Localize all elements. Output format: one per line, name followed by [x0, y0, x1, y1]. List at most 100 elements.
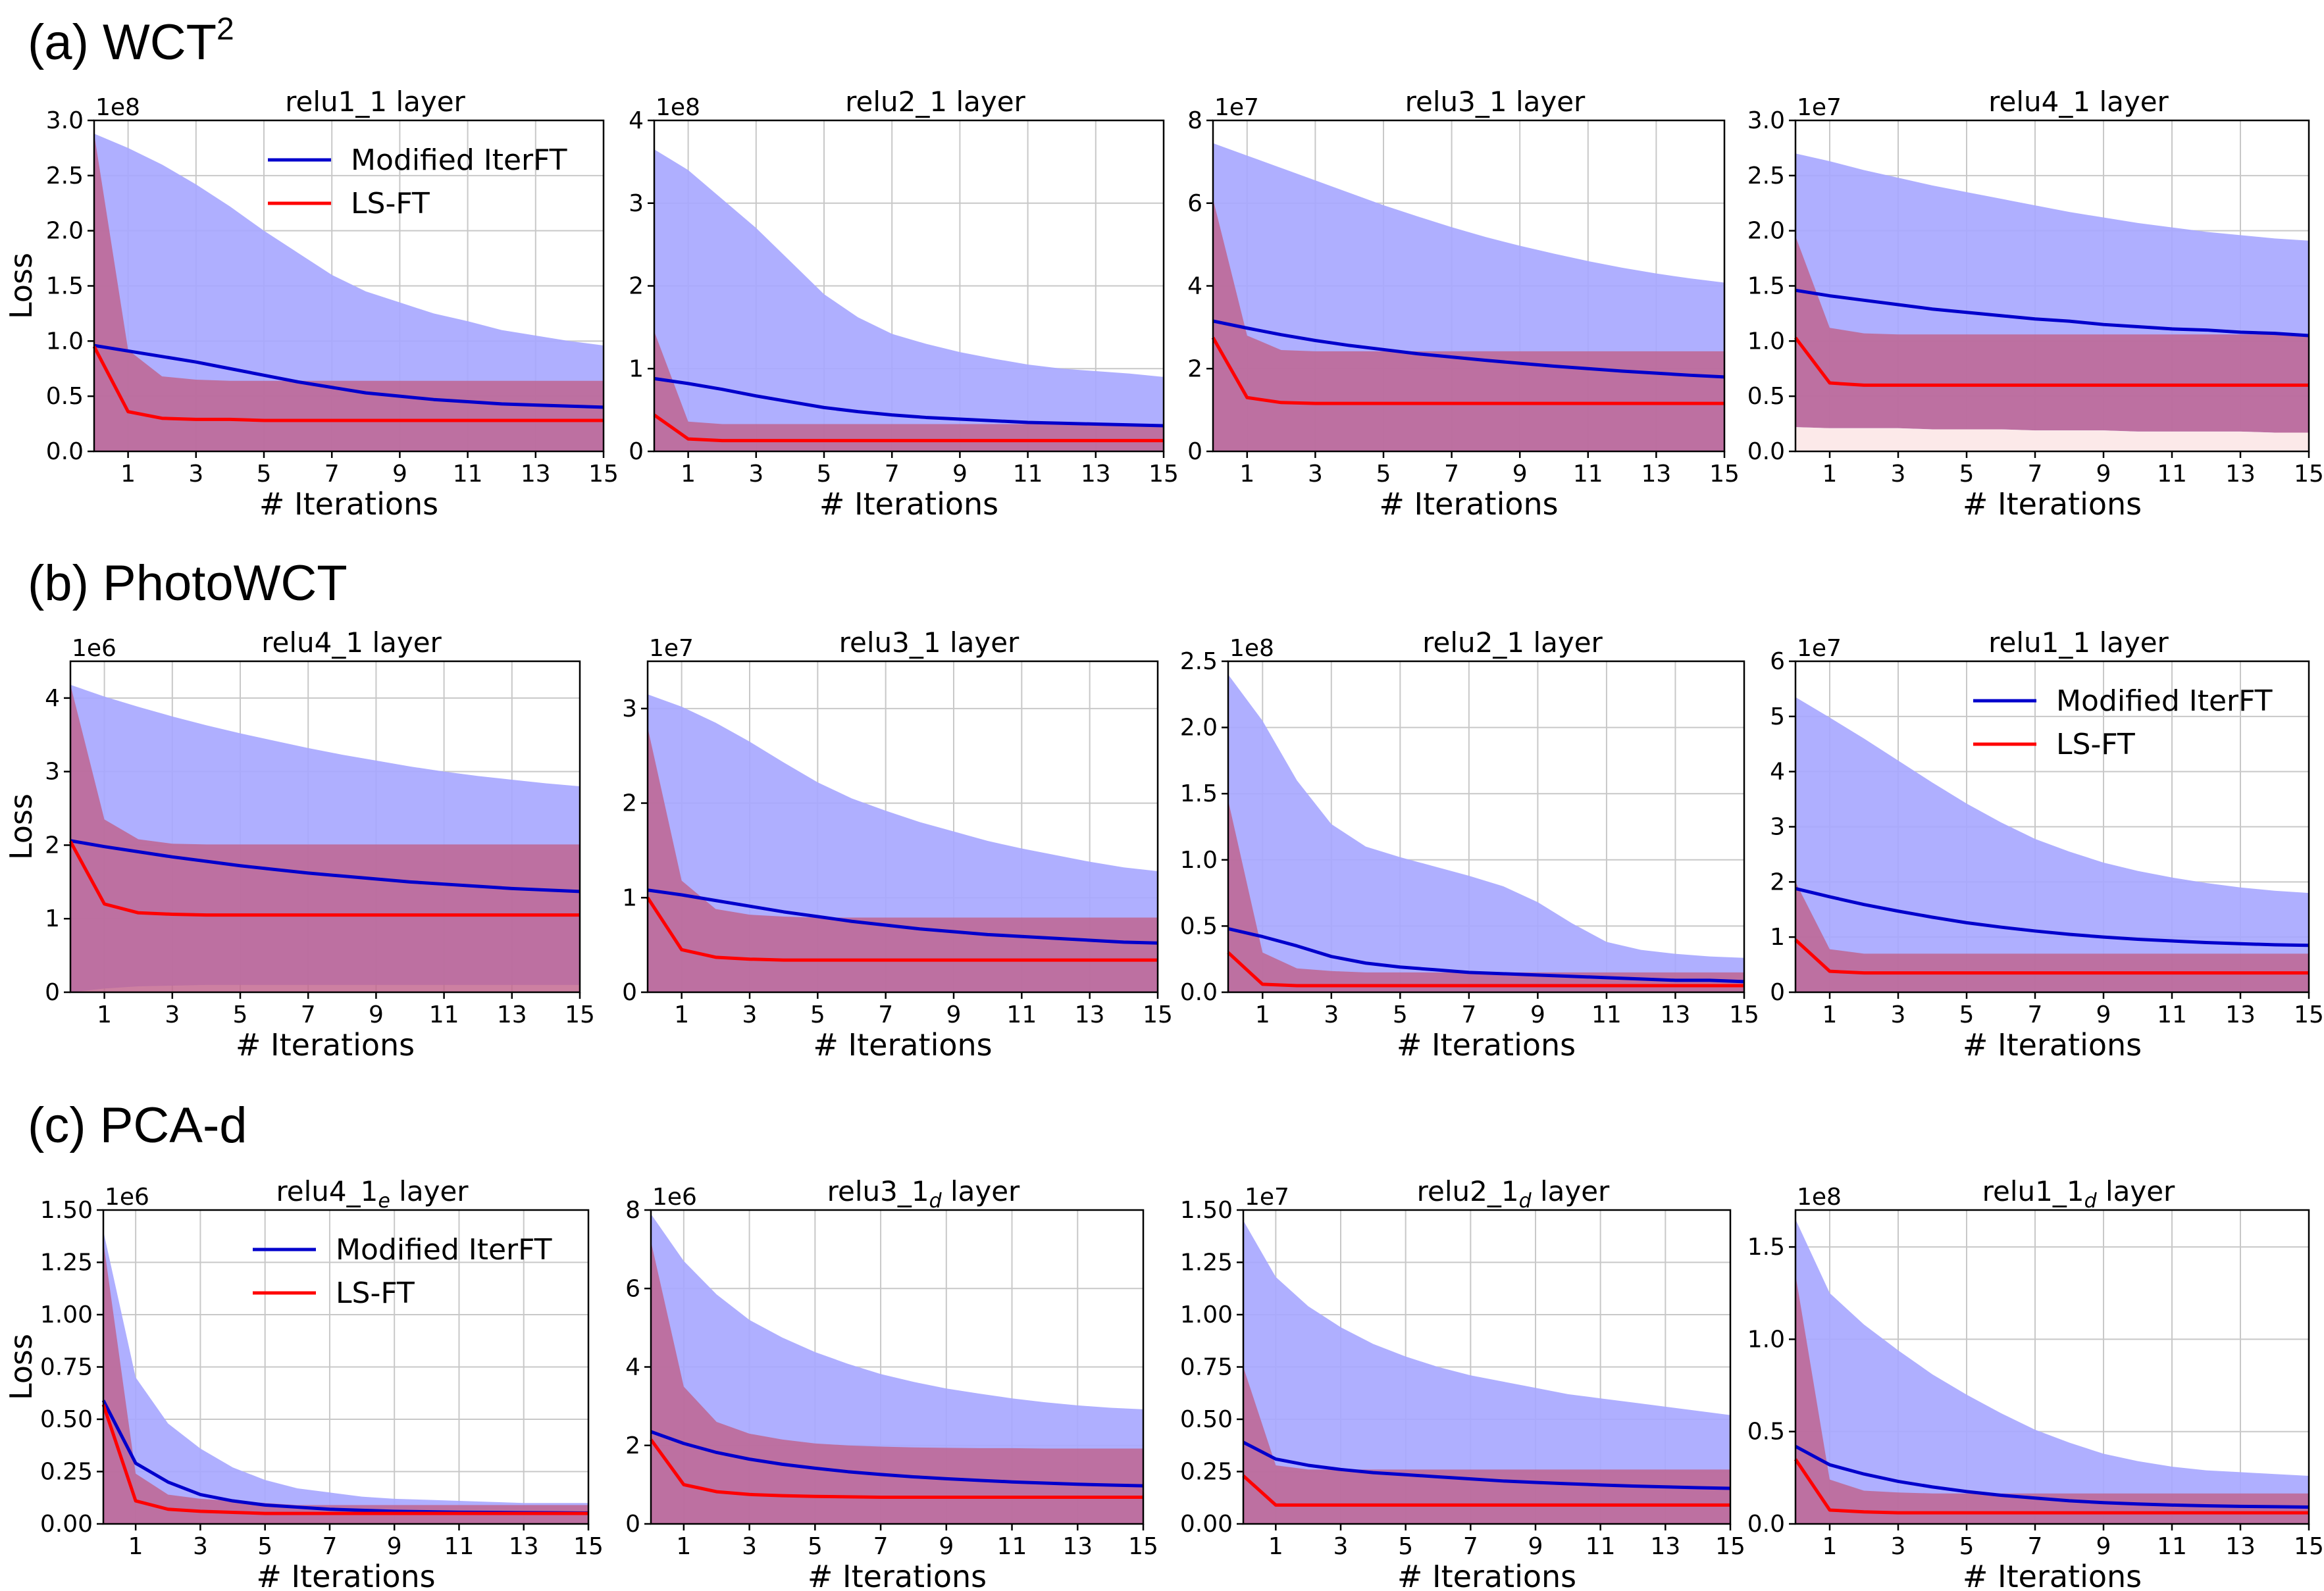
y-tick-label: 6	[1770, 648, 1785, 675]
y-tick-label: 0.25	[1180, 1459, 1233, 1486]
y-tick-label: 1.00	[1180, 1301, 1233, 1328]
line-ls-ft	[653, 413, 1164, 443]
axis-exponent: 1e6	[72, 635, 116, 662]
x-tick-label: 13	[1081, 461, 1111, 488]
y-tick-label: 1.25	[1180, 1250, 1233, 1276]
line-modified-iterft	[93, 343, 604, 409]
y-tick-label: 0	[45, 979, 60, 1006]
x-tick-label: 1	[97, 1001, 112, 1028]
y-tick-label: 2.5	[1180, 648, 1218, 675]
x-tick-label: 7	[1444, 461, 1459, 488]
panel-title: relu4_1 layer	[1988, 86, 2169, 118]
x-tick-label: 15	[1729, 1001, 1759, 1028]
panel-title: relu3_1 layer	[839, 626, 1020, 659]
x-tick-label: 5	[1376, 461, 1391, 488]
x-tick-label: 7	[1463, 1533, 1478, 1560]
panel-title: relu1_1 layer	[285, 86, 465, 118]
x-tick-label: 7	[322, 1533, 337, 1560]
y-tick-label: 4	[1187, 273, 1202, 300]
x-tick-label: 5	[1959, 1533, 1975, 1560]
y-tick-label: 4	[1770, 759, 1785, 786]
x-tick-label: 9	[387, 1533, 402, 1560]
x-tick-label: 9	[939, 1533, 954, 1560]
x-tick-label: 3	[193, 1533, 208, 1560]
band-ls-ft	[1213, 199, 1724, 451]
x-tick-label: 11	[1591, 1001, 1622, 1028]
y-tick-label: 1.5	[1747, 273, 1785, 300]
y-tick-label: 0.5	[1747, 1419, 1785, 1446]
y-tick-label: 0	[1770, 979, 1785, 1006]
y-tick-label: 0	[629, 438, 644, 465]
line-ls-ft	[1794, 938, 2309, 975]
y-tick-label: 0.00	[40, 1511, 93, 1538]
axis-exponent: 1e6	[105, 1184, 149, 1211]
y-tick-label: 3	[622, 695, 637, 722]
x-tick-label: 15	[2294, 1001, 2324, 1028]
x-tick-label: 9	[369, 1001, 384, 1028]
legend-label: LS-FT	[351, 187, 430, 220]
x-tick-label: 1	[120, 461, 136, 488]
y-tick-label: 0.00	[1180, 1511, 1233, 1538]
x-tick-label: 15	[2294, 1533, 2324, 1560]
y-tick-label: 3	[1770, 814, 1785, 841]
x-tick-label: 3	[1891, 461, 1906, 488]
line-modified-iterft	[650, 1430, 1144, 1488]
axis-exponent: 1e7	[1797, 94, 1842, 121]
band-ls-ft	[1795, 236, 2309, 433]
x-tick-label: 15	[2294, 461, 2324, 488]
panel-title: relu1_1 layer	[1988, 626, 2169, 659]
x-tick-label: 1	[1239, 461, 1254, 488]
x-tick-label: 13	[2225, 1533, 2256, 1560]
x-axis-label: # Iterations	[236, 1027, 415, 1063]
x-tick-label: 11	[453, 461, 483, 488]
line-modified-iterft	[1795, 288, 2310, 338]
y-tick-label: 0	[625, 1511, 640, 1538]
x-tick-label: 11	[1013, 461, 1043, 488]
y-tick-label: 2	[1770, 869, 1785, 896]
y-tick-label: 0.5	[46, 383, 84, 410]
x-tick-label: 3	[1891, 1001, 1906, 1028]
x-tick-label: 7	[2028, 1533, 2043, 1560]
x-tick-label: 9	[1512, 461, 1528, 488]
section-title-c: (c) PCA-d	[28, 1098, 247, 1153]
x-tick-label: 9	[2096, 1001, 2111, 1028]
y-tick-label: 4	[625, 1354, 640, 1381]
x-tick-label: 3	[1308, 461, 1323, 488]
y-tick-label: 1	[45, 905, 60, 932]
x-tick-label: 5	[810, 1001, 825, 1028]
axis-exponent: 1e8	[656, 94, 700, 121]
x-tick-label: 3	[188, 461, 203, 488]
y-tick-label: 0.0	[1747, 1511, 1785, 1538]
y-tick-label: 0.0	[46, 438, 84, 465]
y-tick-label: 1.0	[1747, 328, 1785, 355]
axes-frame	[69, 660, 581, 994]
legend-label: Modified IterFT	[336, 1233, 552, 1267]
x-axis-label: # Iterations	[1963, 486, 2142, 522]
y-tick-label: 3.0	[1747, 107, 1785, 134]
y-tick-label: 4	[629, 107, 644, 134]
line-ls-ft	[1227, 951, 1744, 988]
panel-title: relu2_1 layer	[845, 86, 1025, 118]
x-tick-label: 13	[2225, 461, 2256, 488]
x-tick-label: 15	[1143, 1001, 1173, 1028]
x-tick-label: 15	[1715, 1533, 1745, 1560]
y-tick-label: 8	[625, 1197, 640, 1224]
y-tick-label: 6	[1187, 190, 1202, 217]
line-ls-ft	[646, 896, 1158, 962]
x-tick-label: 15	[1149, 461, 1179, 488]
y-tick-label: 1.5	[46, 273, 84, 300]
y-tick-label: 0	[622, 979, 637, 1006]
band-ls-ft	[1795, 882, 2309, 992]
x-tick-label: 3	[1891, 1533, 1906, 1560]
band-modified-iterft	[1228, 674, 1744, 992]
x-tick-label: 11	[2157, 461, 2187, 488]
x-tick-label: 1	[1822, 1533, 1838, 1560]
line-ls-ft	[1794, 1458, 2309, 1515]
y-tick-label: 3	[629, 190, 644, 217]
legend-label: Modified IterFT	[2056, 684, 2273, 718]
x-axis-label: # Iterations	[819, 486, 998, 522]
x-tick-label: 5	[1398, 1533, 1413, 1560]
